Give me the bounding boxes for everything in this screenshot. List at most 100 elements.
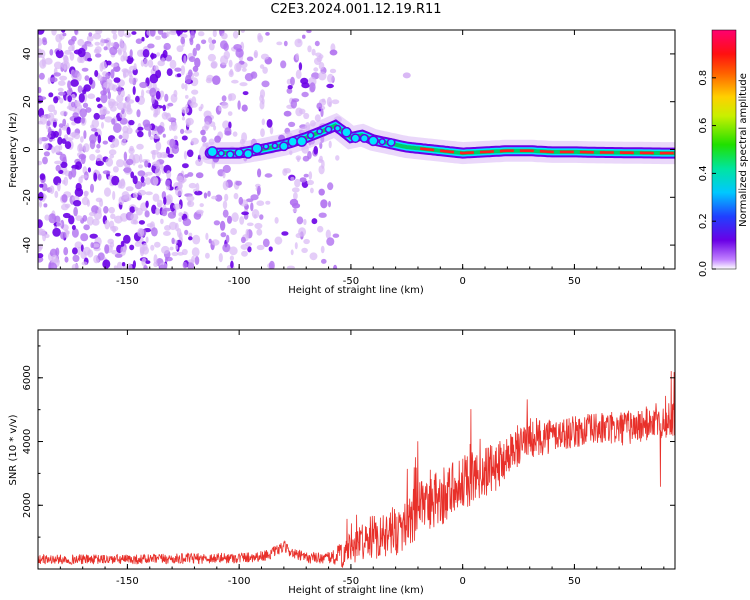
noise-point [319,155,323,162]
noise-point [62,32,67,37]
noise-point [295,69,302,80]
noise-point [51,118,58,122]
noise-point [77,246,81,256]
noise-point [92,218,100,226]
noise-point [149,30,156,37]
noise-point [78,176,83,184]
noise-point [83,190,88,198]
noise-point [48,213,57,224]
noise-point [219,220,226,231]
noise-point [187,200,192,206]
noise-point [185,74,192,84]
noise-point [54,190,59,198]
noise-point [211,239,220,246]
ridge-blob [386,138,396,147]
x-tick-label: 50 [568,276,581,287]
noise-point [57,87,64,92]
noise-point [193,71,200,77]
noise-point [223,50,230,60]
noise-point [295,155,302,161]
noise-point [220,40,228,50]
noise-point [294,38,303,48]
noise-point [241,250,248,257]
noise-point [142,49,150,58]
noise-point [90,124,95,129]
noise-point [51,146,56,154]
noise-point [204,121,210,130]
noise-point [190,77,199,87]
noise-point [259,214,264,220]
noise-point [184,229,189,236]
noise-point [283,168,291,174]
noise-point [283,110,292,117]
noise-point [130,213,139,221]
noise-point [218,105,222,112]
noise-point [137,227,145,237]
noise-point [221,95,227,102]
noise-point [280,60,287,69]
noise-point [230,260,234,269]
noise-point [260,128,265,138]
noise-point [152,161,160,167]
colorbar-tick-label: 0.8 [698,70,709,86]
noise-point [38,72,45,80]
noise-point [61,203,69,211]
noise-point [83,143,90,153]
noise-point [164,225,171,231]
noise-point [167,211,176,219]
noise-point [302,155,310,162]
noise-point [111,250,119,255]
ridge-blob [306,131,315,140]
noise-point [175,186,183,197]
noise-point [49,185,55,194]
noise-point [184,83,188,91]
noise-point [51,30,57,36]
noise-point [38,200,43,208]
noise-point [95,160,105,166]
noise-point [227,111,233,116]
noise-point [80,116,87,126]
noise-point [59,97,64,104]
noise-point [180,65,186,76]
noise-point [154,65,159,71]
noise-point [77,38,85,47]
noise-point [318,71,327,81]
noise-point [137,126,144,131]
ridge-blob [333,124,342,132]
noise-point [141,89,145,98]
noise-point [83,130,87,140]
noise-point [128,119,135,126]
noise-point [318,212,327,218]
noise-point [56,221,63,227]
noise-point [264,173,273,178]
noise-point [180,36,185,45]
noise-point [59,153,67,162]
noise-point [241,132,248,143]
noise-point [313,67,319,72]
y-tick-label: 2000 [22,493,33,518]
noise-point [235,180,242,186]
noise-point [228,93,237,101]
noise-point [180,128,185,134]
noise-point [205,232,209,240]
noise-point [274,236,283,245]
ridge-blob [324,125,333,134]
noise-point [192,234,201,245]
noise-point [171,237,175,244]
noise-point [311,218,318,225]
ridge-blob [271,142,279,149]
noise-point [222,171,226,179]
noise-point [60,161,68,168]
noise-point [159,262,168,269]
noise-point [67,95,72,103]
noise-point [306,30,312,34]
noise-point [147,59,154,68]
spectrum-panel: -150 -100 -50 0 50 -40 -20 0 20 40 Height of str… [8,29,676,296]
noise-point [268,246,273,252]
noise-point [205,77,213,84]
noise-point [200,129,206,136]
noise-point [161,111,169,120]
noise-point [109,154,115,159]
noise-point [99,62,104,72]
noise-point [80,244,84,252]
